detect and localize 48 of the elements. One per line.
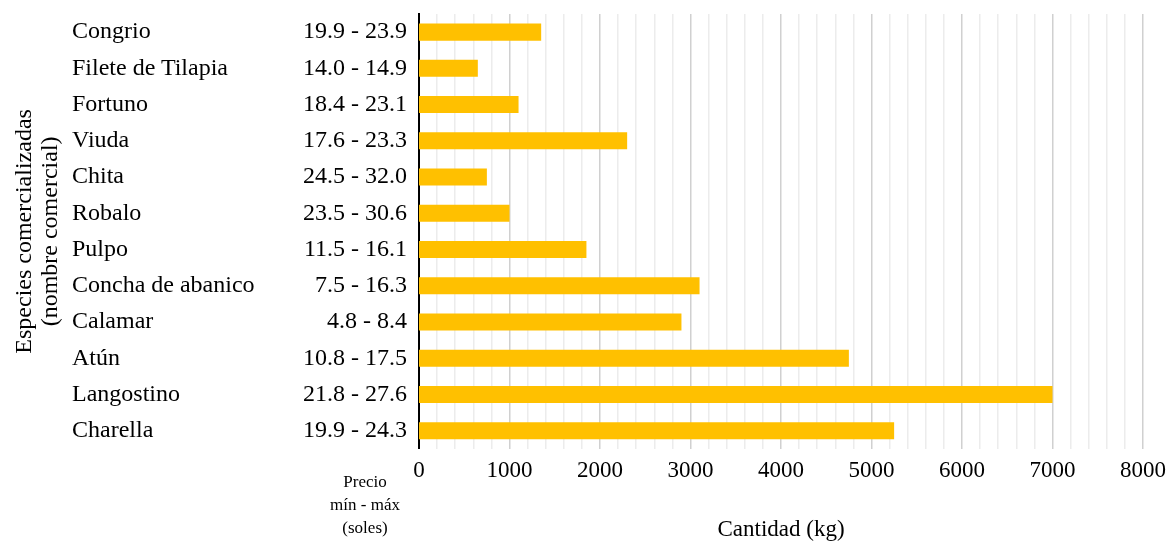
bar [419,23,542,41]
bar [419,422,895,440]
bar [419,241,587,259]
y-axis-title: Especies comercializadas (nombre comercial) [10,109,63,354]
bar [419,168,487,186]
y-tick-label: Calamar [72,307,154,334]
y2-tick-label: 14.0 - 14.9 [303,53,407,80]
y-tick-label: Langostino [72,379,180,406]
y-tick-label: Atún [72,343,120,370]
x-tick-label: 8000 [1120,456,1166,482]
y2-tick-label: 23.5 - 30.6 [303,198,407,225]
y-tick-label: Congrio [72,17,151,44]
y2-tick-label: 7.5 - 16.3 [315,271,407,298]
bar [419,204,510,222]
y2-tick-label: 24.5 - 32.0 [303,162,407,189]
x-tick-label: 2000 [577,456,623,482]
bar [419,96,519,114]
x-tick-label: 6000 [939,456,985,482]
y-tick-label: Filete de Tilapia [72,53,229,80]
y2-tick-label: 18.4 - 23.1 [303,89,407,116]
x-axis-title: Cantidad (kg) [717,516,845,542]
y2-tick-label: 10.8 - 17.5 [303,343,407,370]
y-tick-label: Viuda [72,126,130,153]
y-tick-label: Chita [72,162,125,189]
y-tick-label: Fortuno [72,89,149,116]
x-tick-label: 7000 [1029,456,1076,482]
bar [419,59,478,77]
x-tick-label: 0 [413,456,425,482]
x-tick-label: 1000 [486,456,533,482]
bar [419,349,849,367]
x-tick-label: 3000 [667,456,714,482]
x-tick-label: 5000 [848,456,895,482]
bar [419,132,628,150]
bar [419,313,682,331]
x-tick-label: 4000 [758,456,804,482]
bar [419,277,700,295]
bar [419,385,1053,403]
y2-tick-label: 21.8 - 27.6 [303,379,407,406]
y2-tick-label: 19.9 - 23.9 [303,17,407,44]
y2-tick-label: 17.6 - 23.3 [303,126,407,153]
text: Precio mín - máx (soles) [330,471,401,537]
y2-tick-label: 4.8 - 8.4 [327,307,407,334]
y2-tick-label: 19.9 - 24.3 [303,415,407,442]
y-tick-label: Concha de abanico [72,271,255,298]
y-tick-label: Pulpo [72,234,129,261]
y2-tick-label: 11.5 - 16.1 [303,234,407,261]
y-tick-label: Robalo [72,198,142,225]
y-tick-label: Charella [72,415,154,442]
